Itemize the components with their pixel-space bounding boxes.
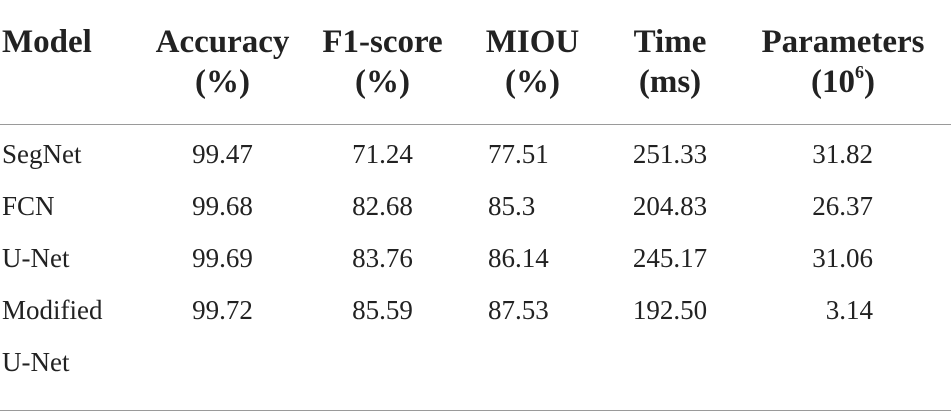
header-model: Model — [0, 0, 140, 125]
header-params: Parameters (106) — [735, 0, 951, 125]
header-params-unit: (106) — [735, 62, 951, 102]
cell-accuracy: 99.68 — [192, 191, 253, 221]
cell-miou: 86.14 — [488, 243, 549, 273]
header-row: Model Accuracy (%) F1-score (%) MIOU (%)… — [0, 0, 951, 125]
cell-accuracy: 99.72 — [140, 284, 305, 411]
cell-model-name: SegNet — [2, 139, 82, 169]
header-miou-label: MIOU — [485, 24, 580, 60]
cell-model: Modified U-Net — [0, 284, 140, 411]
cell-f1: 85.59 — [305, 284, 460, 411]
cell-model: U-Net — [0, 232, 140, 284]
table-header: Model Accuracy (%) F1-score (%) MIOU (%)… — [0, 0, 951, 125]
header-time-unit: (ms) — [638, 64, 702, 100]
table-row: SegNet 99.47 71.24 77.51 251.33 31.82 — [0, 125, 951, 181]
header-model-label: Model — [2, 24, 92, 60]
header-time: Time (ms) — [605, 0, 735, 125]
header-time-label: Time — [633, 24, 707, 60]
table-body: SegNet 99.47 71.24 77.51 251.33 31.82 FC… — [0, 125, 951, 411]
cell-miou: 85.3 — [488, 191, 536, 221]
cell-model-name-line2: U-Net — [2, 347, 70, 377]
cell-f1: 82.68 — [352, 191, 413, 221]
cell-params: 26.37 — [812, 191, 873, 221]
header-params-unit-open: (10 — [811, 64, 855, 100]
cell-accuracy: 99.47 — [192, 139, 253, 169]
cell-model-name: FCN — [2, 191, 55, 221]
cell-model: SegNet — [0, 125, 140, 181]
header-miou-unit: (%) — [505, 64, 560, 100]
header-params-unit-close: ) — [864, 64, 875, 100]
table-row: FCN 99.68 82.68 85.3 204.83 26.37 — [0, 180, 951, 232]
cell-accuracy: 99.69 — [192, 243, 253, 273]
header-f1-unit: (%) — [355, 64, 410, 100]
cell-f1: 71.24 — [352, 139, 413, 169]
header-params-label: Parameters — [761, 24, 925, 60]
cell-f1: 83.76 — [352, 243, 413, 273]
header-params-unit-exponent: 6 — [855, 62, 864, 82]
cell-params: 31.06 — [812, 243, 873, 273]
cell-time: 251.33 — [632, 139, 708, 169]
header-accuracy-unit: (%) — [195, 64, 250, 100]
cell-time: 192.50 — [605, 284, 735, 411]
table-row: U-Net 99.69 83.76 86.14 245.17 31.06 — [0, 232, 951, 284]
header-f1: F1-score (%) — [305, 0, 460, 125]
header-f1-label: F1-score — [322, 24, 443, 60]
header-miou: MIOU (%) — [460, 0, 605, 125]
header-accuracy-label: Accuracy — [155, 24, 290, 60]
cell-params: 3.14 — [735, 284, 951, 411]
cell-model-name: Modified — [2, 295, 103, 325]
cell-params: 31.82 — [812, 139, 873, 169]
cell-model: FCN — [0, 180, 140, 232]
header-accuracy: Accuracy (%) — [140, 0, 305, 125]
cell-miou: 87.53 — [460, 284, 605, 411]
cell-miou: 77.51 — [488, 139, 549, 169]
cell-model-name: U-Net — [2, 243, 70, 273]
table-row: Modified U-Net 99.72 85.59 87.53 192.50 … — [0, 284, 951, 411]
cell-time: 245.17 — [632, 243, 708, 273]
cell-time: 204.83 — [632, 191, 708, 221]
